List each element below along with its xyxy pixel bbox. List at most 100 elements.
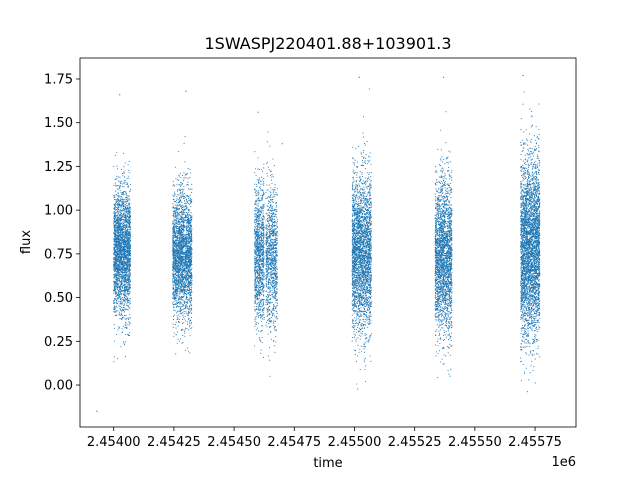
data-point [117,358,119,360]
data-point [191,246,193,248]
data-point [176,230,178,232]
data-point [119,300,121,302]
data-point [178,217,180,219]
data-point [116,208,118,211]
data-point [123,279,125,281]
data-point [191,283,193,285]
data-point [118,233,120,236]
data-point [118,227,120,229]
data-point [189,251,191,253]
data-point [177,338,179,340]
data-point [124,266,126,268]
data-point [124,324,126,326]
data-point [125,327,128,329]
data-point [118,296,120,298]
data-point [172,180,174,182]
data-point [129,237,131,239]
data-point [129,299,131,301]
data-point [174,204,176,206]
data-point [121,290,123,292]
data-point [124,241,126,243]
data-point [182,276,184,279]
data-point [129,258,131,260]
data-point [125,258,127,261]
data-point [191,298,193,300]
data-point [113,210,115,213]
data-point [191,267,193,269]
data-point [122,236,124,239]
data-point [129,210,131,212]
data-point [185,241,187,243]
data-point [125,241,127,243]
data-point [114,249,116,251]
data-point [178,255,180,257]
data-point [127,317,129,319]
data-point [127,205,129,207]
data-point [179,236,181,238]
data-point [186,305,188,307]
data-point [114,246,117,248]
data-point [126,197,128,199]
data-point [188,214,190,216]
data-point [178,204,180,206]
data-point [120,276,122,278]
data-point [184,265,186,267]
data-point [175,303,177,305]
data-point [120,278,123,280]
data-point [125,318,127,320]
data-point [177,287,179,289]
data-point [128,294,130,296]
data-point [117,189,119,191]
data-point [122,221,124,223]
data-point [129,222,131,224]
data-point [186,323,188,325]
data-point [178,287,180,289]
data-point [175,353,177,355]
data-point [179,302,181,304]
data-point [178,228,180,230]
data-point [191,300,193,302]
data-point [178,219,180,221]
data-point [123,186,125,188]
data-point [114,286,116,288]
data-point [117,279,119,281]
data-point [182,286,184,288]
data-point [178,283,180,285]
data-point [180,241,182,243]
data-point [120,212,122,214]
data-point [178,223,180,226]
data-point [172,323,174,325]
data-point [121,173,123,175]
data-point [115,202,117,204]
data-point [186,292,188,294]
data-point [189,176,191,178]
data-point [128,268,130,270]
data-point [121,259,123,261]
data-point [176,217,178,219]
data-point [123,303,125,305]
data-point [118,236,120,238]
data-point [117,272,119,274]
data-point [123,256,125,259]
data-point [113,194,115,197]
data-point [182,278,184,280]
data-point [115,194,117,196]
data-point [174,265,176,267]
data-point [182,311,184,314]
data-point [118,311,120,313]
data-point [122,276,124,278]
data-point [124,301,126,303]
data-point [129,188,132,190]
data-point [125,268,127,270]
data-point [175,293,177,295]
data-point [121,169,123,171]
data-point [115,247,117,249]
data-point [119,209,121,211]
data-point [176,287,178,289]
data-point [186,212,189,214]
data-point [175,199,178,201]
data-point [125,236,127,238]
data-point [123,306,125,309]
data-point [122,287,124,289]
data-point [183,330,185,332]
